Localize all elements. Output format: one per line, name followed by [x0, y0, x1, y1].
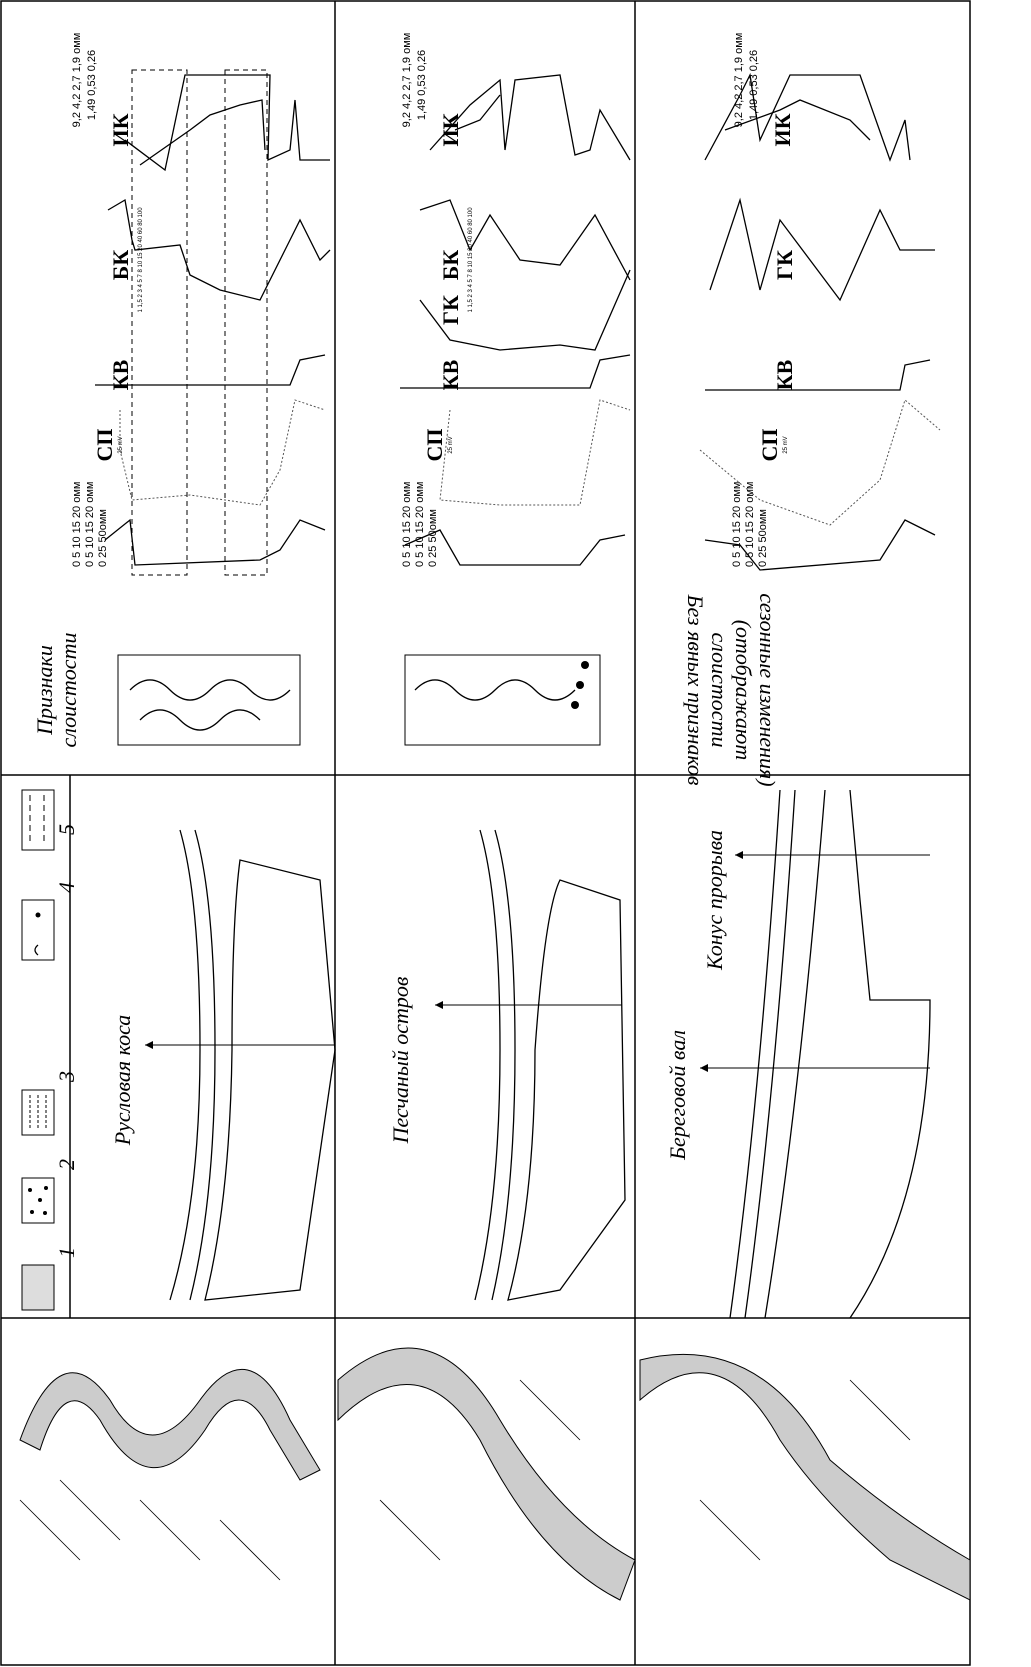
scale: 25 mV [783, 436, 789, 453]
layering-title: сезонные изменения) [755, 593, 780, 786]
scale: 1 1,5 2 3 4 5 7 8 10 15 20 40 60 80 100 [138, 207, 144, 313]
scale: 1,49 0,53 0,26 [86, 50, 98, 120]
scale: 0 5 10 15 20 омм [744, 482, 756, 567]
log-label: ГК [772, 250, 797, 280]
legend [21, 789, 55, 1311]
section-label: Песчаный остров [388, 976, 413, 1144]
scale: 25 mV [118, 436, 124, 453]
log-label: БК [438, 250, 463, 281]
legend-label: 2 [54, 1159, 79, 1170]
scale: 0 5 10 15 20 омм [414, 482, 426, 567]
layering-title: Признаки [32, 645, 57, 736]
layering-sketch [117, 654, 301, 746]
log-label: ИК [108, 113, 133, 146]
log-label: КВ [438, 359, 463, 390]
scale: 1,49 0,53 0,26 [416, 50, 428, 120]
river-map-hatch [19, 1379, 911, 1581]
log-curves [400, 74, 631, 566]
section-label: Конус прорыва [702, 830, 727, 971]
log-label: ГК [438, 295, 463, 325]
log-curves [699, 72, 941, 571]
log-label: СП [422, 429, 447, 462]
scale: 0 25 50омм [97, 509, 109, 567]
layering-sketch [404, 654, 601, 746]
log-label: ИК [438, 113, 463, 146]
layering-title: Без явных признаков [683, 594, 708, 786]
legend-label: 1 [54, 1247, 79, 1258]
cross-section [145, 789, 931, 1319]
layering-title: слоистости [707, 633, 732, 748]
scale: 0 5 10 15 20 омм [84, 482, 96, 567]
section-label: Русловая коса [110, 1015, 135, 1147]
log-label: КВ [108, 359, 133, 390]
legend-label: 4 [54, 882, 79, 893]
river-map [19, 1347, 971, 1601]
scale: 1 1,5 2 3 4 5 7 8 10 15 20 40 60 80 100 [468, 207, 474, 313]
frame [0, 0, 971, 1666]
scale: 0 5 10 15 20 омм [71, 482, 83, 567]
section-label: Береговой вал [665, 1030, 690, 1161]
layering-title: (отображают [731, 620, 756, 761]
log-label: БК [108, 250, 133, 281]
layering-title: слоистости [56, 633, 81, 748]
scale: 9,2 4,2 2,7 1,9 омм [71, 33, 83, 128]
scale: 0 5 10 15 20 омм [401, 482, 413, 567]
scale: 9,2 4,2 2,7 1,9 омм [401, 33, 413, 128]
scale: 0 25 50омм [757, 509, 769, 567]
layering-sketch [129, 679, 291, 731]
legend-label: 3 [54, 1071, 79, 1083]
scale: 0 5 10 15 20 омм [731, 482, 743, 567]
legend-label: 5 [54, 824, 79, 835]
scale: 25 mV [448, 436, 454, 453]
layering-sketch [414, 679, 576, 701]
layering-sketch [571, 661, 589, 709]
log-label: СП [92, 429, 117, 462]
log-label: КВ [772, 359, 797, 390]
log-label: СП [757, 429, 782, 462]
scale: 9,2 4,2 2,7 1,9 омм [733, 33, 745, 128]
scale: 0 25 50омм [427, 509, 439, 567]
log-curves [95, 69, 331, 576]
log-label: ИК [770, 113, 795, 146]
scale: 1,49 0,53 0,26 [748, 50, 760, 120]
